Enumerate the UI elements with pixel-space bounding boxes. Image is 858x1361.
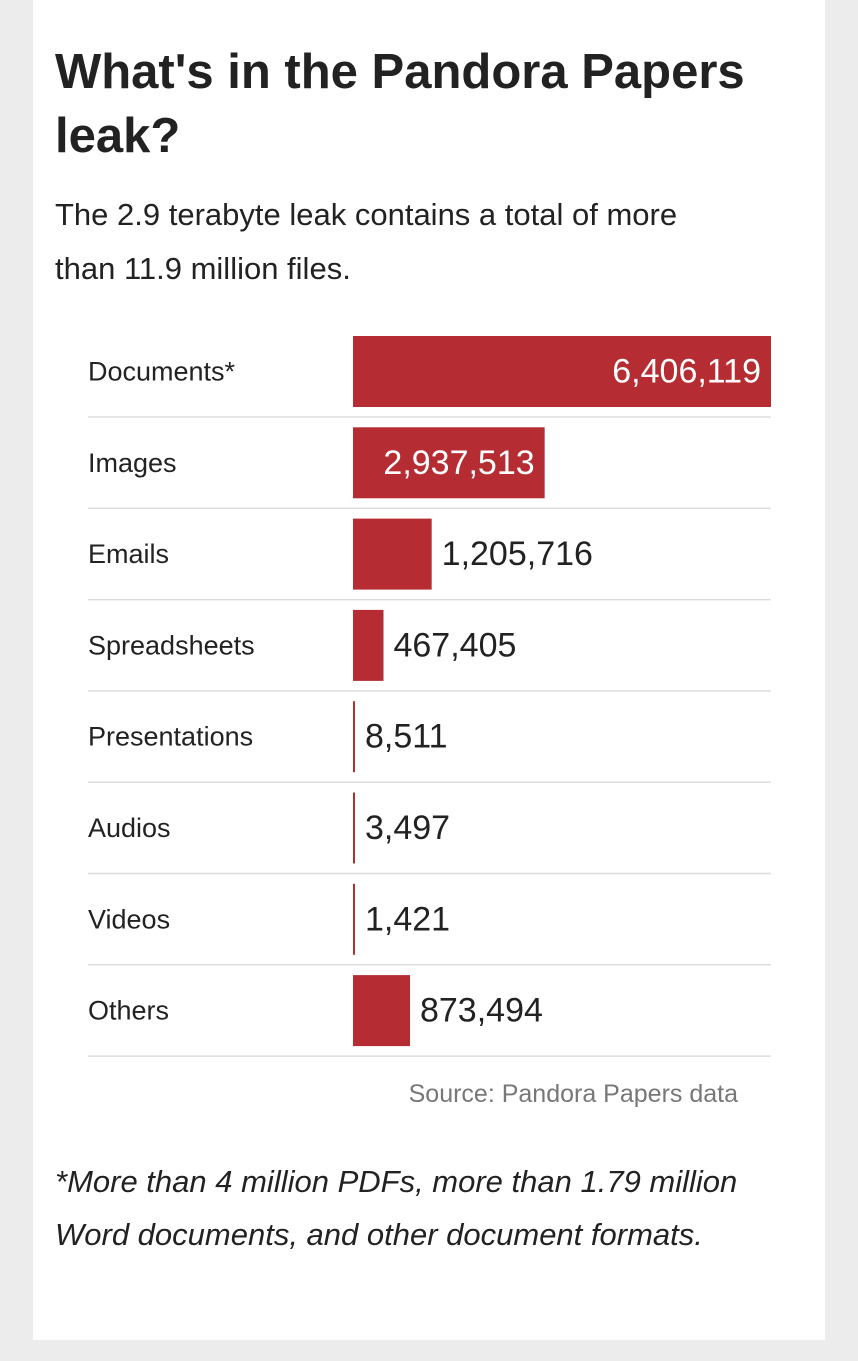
category-label: Images: [88, 448, 177, 478]
source-note: Source: Pandora Papers data: [408, 1080, 738, 1108]
category-label: Emails: [88, 539, 169, 569]
value-label: 8,511: [365, 718, 448, 756]
chart-subtitle: The 2.9 terabyte leak contains a total o…: [55, 197, 678, 286]
value-label: 3,497: [365, 809, 450, 847]
bar: [353, 883, 355, 955]
value-label: 467,405: [393, 626, 516, 664]
category-label: Audios: [88, 813, 171, 843]
bar: [353, 336, 771, 407]
bar: [353, 975, 410, 1047]
bar-chart: Documents* 6,406,119 Images 2,937,513 Emails…: [88, 336, 771, 1057]
category-label: Presentations: [88, 722, 253, 752]
chart-title: What's in the Pandora Papers leak?: [55, 45, 745, 163]
category-label: Videos: [88, 904, 170, 934]
value-label: 873,494: [420, 992, 543, 1030]
bar: [353, 518, 432, 590]
bar: [353, 427, 545, 499]
bar: [353, 609, 384, 681]
category-label: Spreadsheets: [88, 630, 255, 660]
category-label: Documents*: [88, 357, 236, 387]
value-label: 2,937,513: [383, 444, 534, 482]
bar: [353, 701, 355, 773]
value-label: 1,421: [365, 900, 450, 938]
value-label: 6,406,119: [612, 353, 761, 391]
value-label: 1,205,716: [442, 535, 593, 573]
category-label: Others: [88, 996, 169, 1026]
bar: [353, 792, 355, 864]
footnote: *More than 4 million PDFs, more than 1.7…: [55, 1164, 738, 1252]
chart-card: [33, 0, 825, 1340]
